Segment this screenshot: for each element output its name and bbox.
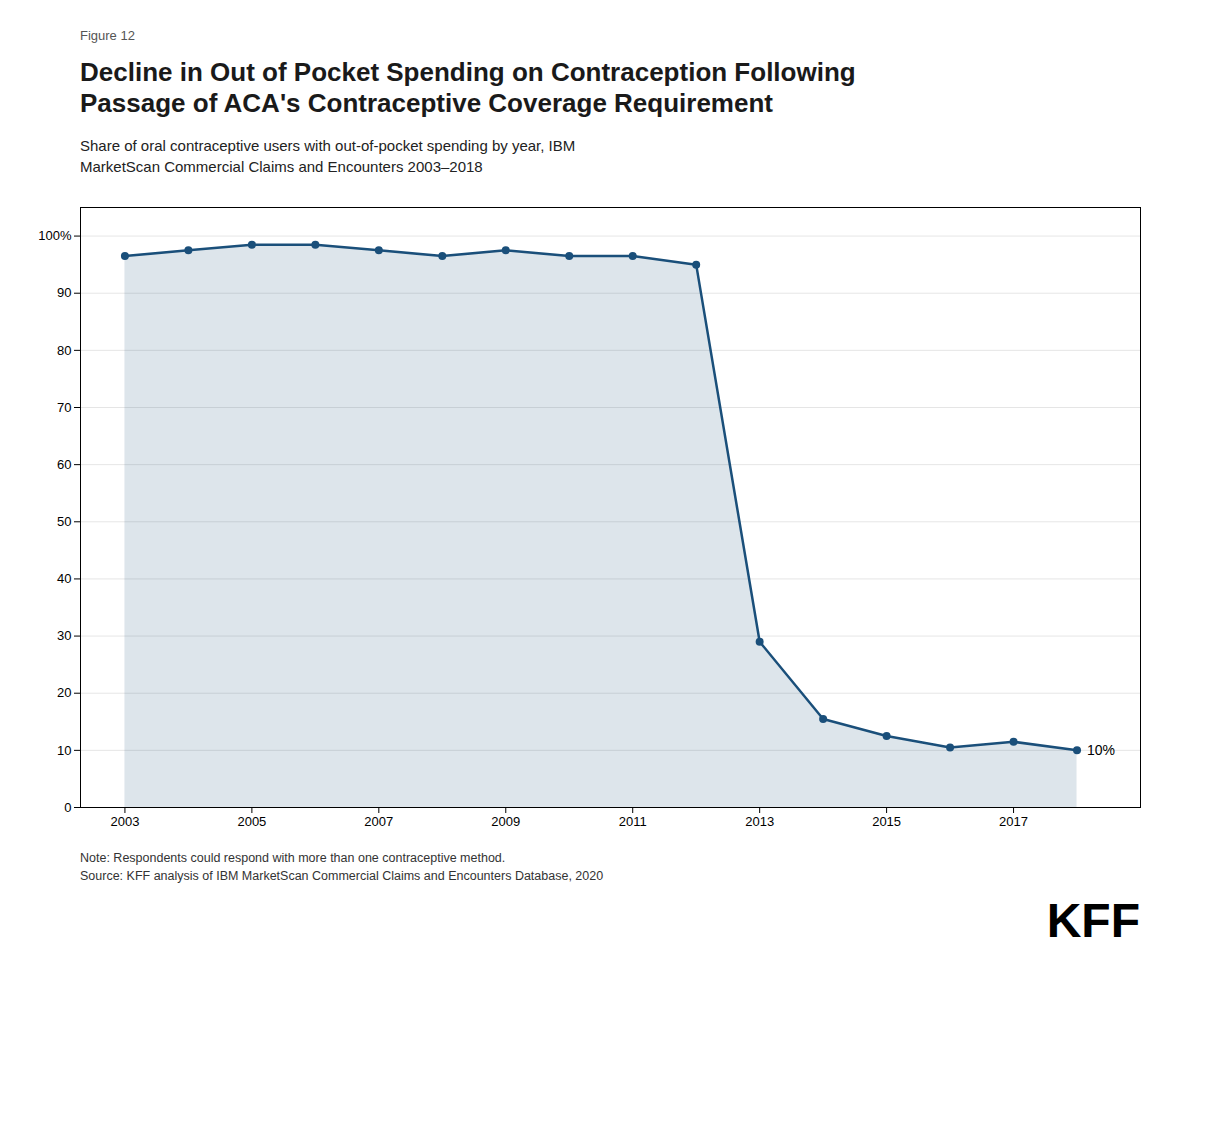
svg-text:2011: 2011: [619, 814, 647, 829]
svg-text:80: 80: [57, 343, 71, 358]
svg-text:2015: 2015: [872, 814, 901, 829]
svg-text:2017: 2017: [999, 814, 1028, 829]
html-text:Note: Respondents could respon: Note: Respondents could respond with mor…: [80, 851, 506, 866]
svg-text:0: 0: [64, 800, 71, 815]
html-text:Share of oral contraceptive us: Share of oral contraceptive users with o…: [80, 137, 576, 176]
svg-text:10: 10: [57, 743, 71, 758]
svg-text:90: 90: [57, 286, 71, 301]
svg-text:10%: 10%: [1087, 742, 1115, 758]
html-text:Figure 12: Figure 12: [80, 28, 135, 43]
html-text:Source: KFF analysis of IBM Ma: Source: KFF analysis of IBM MarketScan C…: [80, 869, 604, 884]
html-text:KFF: KFF: [1046, 894, 1140, 948]
svg-text:70: 70: [57, 400, 71, 415]
svg-text:2003: 2003: [110, 814, 139, 829]
svg-text:2009: 2009: [491, 814, 520, 829]
svg-text:40: 40: [57, 571, 71, 586]
svg-text:2005: 2005: [237, 814, 266, 829]
svg-text:50: 50: [57, 514, 71, 529]
svg-text:60: 60: [57, 457, 71, 472]
svg-text:100%: 100%: [38, 229, 72, 244]
html-text:Decline in Out of Pocket Spend: Decline in Out of Pocket Spending on Con…: [80, 57, 856, 119]
svg-text:30: 30: [57, 629, 71, 644]
svg-text:2013: 2013: [745, 814, 774, 829]
svg-text:2007: 2007: [364, 814, 393, 829]
svg-text:20: 20: [57, 686, 71, 701]
